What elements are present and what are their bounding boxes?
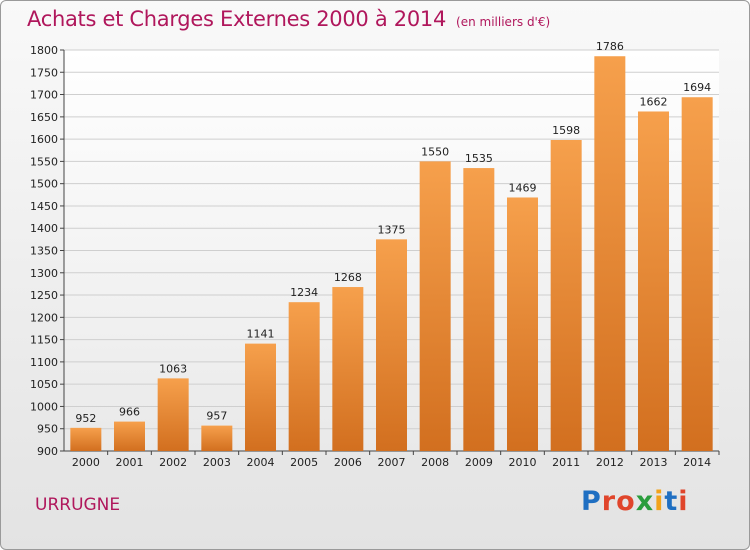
y-tick-label: 950 [37,423,58,436]
bar [507,197,538,451]
logo-letter: i [678,486,689,517]
bar-value-label: 1469 [509,181,537,194]
logo-letter: t [664,486,679,517]
y-tick-label: 1350 [30,245,58,258]
bar [594,56,626,451]
bar [288,302,320,451]
plot-area: 900 950 1000 1050 1100 1150 1200 1250 1300 1350 14… [30,40,720,469]
y-tick-label: 1150 [30,334,58,347]
x-tick-label: 2012 [596,456,624,469]
bar-value-label: 1694 [683,81,711,94]
chart-title: Achats et Charges Externes 2000 à 2014 (e… [27,7,550,31]
y-tick-label: 1600 [30,133,58,146]
bar-value-label: 1268 [334,271,362,284]
y-tick-label: 1000 [30,400,58,413]
y-tick-label: 1100 [30,356,58,369]
y-tick-label: 1400 [30,222,58,235]
x-tick-label: 2007 [378,456,406,469]
bar-value-label: 1662 [640,95,668,108]
y-tick-label: 1200 [30,311,58,324]
bar-value-label: 1063 [159,362,187,375]
chart-title-text: Achats et Charges Externes 2000 à 2014 [27,7,447,31]
bar-value-label: 1234 [290,286,318,299]
bar [157,378,189,451]
bar-value-label: 957 [206,410,227,423]
y-tick-label: 1450 [30,200,58,213]
y-tick-label: 1750 [30,66,58,79]
x-tick-label: 2011 [552,456,580,469]
chart-subtitle: (en milliers d'€) [456,15,551,29]
x-tick-label: 2006 [334,456,362,469]
bar [463,168,495,452]
y-tick-label: 1500 [30,178,58,191]
bar [419,161,451,451]
bar [245,343,276,451]
bar-value-label: 1375 [378,223,406,236]
y-tick-label: 1550 [30,155,58,168]
bar [114,421,145,451]
x-tick-label: 2005 [290,456,318,469]
bar-value-label: 1786 [596,40,624,53]
x-tick-label: 2010 [509,456,537,469]
y-tick-label: 1650 [30,111,58,124]
x-tick-label: 2000 [72,456,100,469]
y-tick-label: 1050 [30,378,58,391]
bar [376,239,407,451]
bar [332,287,364,451]
x-tick-label: 2001 [116,456,144,469]
bar [70,427,102,451]
bar [550,140,582,451]
x-tick-label: 2002 [159,456,187,469]
bar-value-label: 1141 [247,328,275,341]
y-tick-label: 1800 [30,44,58,57]
logo-letter: P [581,486,602,517]
bar-value-label: 966 [119,406,140,419]
y-tick-label: 1250 [30,289,58,302]
bar-value-label: 1535 [465,152,493,165]
x-tick-label: 2003 [203,456,231,469]
x-tick-label: 2004 [247,456,275,469]
x-tick-label: 2009 [465,456,493,469]
bar [681,97,713,452]
bar-value-label: 1598 [552,124,580,137]
logo-letter: x [635,486,655,517]
bar-value-label: 952 [75,412,96,425]
bar [201,425,233,451]
logo-letter: i [654,486,665,517]
x-tick-label: 2008 [421,456,449,469]
proxiti-logo: Proxiti [581,486,689,517]
logo-letter: o [616,486,636,517]
logo-letter: r [601,486,617,517]
x-tick-label: 2014 [683,456,711,469]
town-name: URRUGNE [35,495,121,515]
y-tick-label: 900 [37,445,58,458]
bar [638,111,669,451]
bar-value-label: 1550 [421,145,449,158]
y-tick-label: 1700 [30,89,58,102]
x-tick-label: 2013 [640,456,668,469]
y-tick-label: 1300 [30,267,58,280]
